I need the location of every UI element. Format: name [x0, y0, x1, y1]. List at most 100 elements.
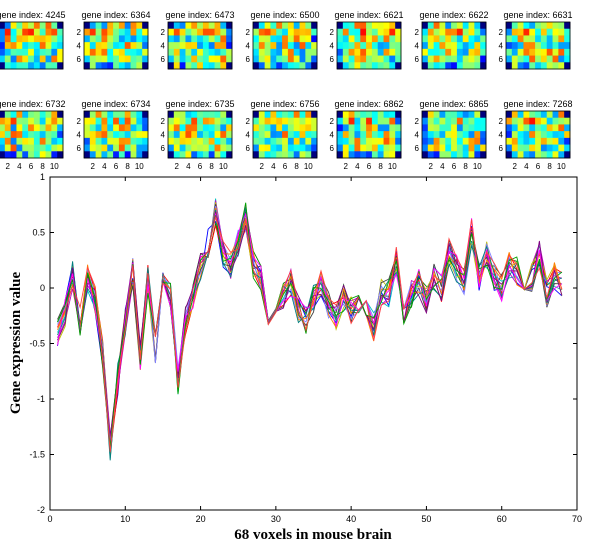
heatmap-cell [456, 28, 464, 36]
heatmap-cell [552, 137, 559, 145]
heatmap-cell [451, 137, 458, 145]
heatmap-cell [226, 42, 233, 50]
heatmap-cell [433, 137, 440, 145]
heatmap-cell [427, 35, 435, 43]
heatmap-cell [389, 111, 396, 119]
heatmap-cell [173, 55, 181, 63]
heatmap-cell [84, 62, 91, 70]
heatmap-cell [529, 42, 536, 50]
heatmap-cell [511, 111, 519, 119]
heatmap-cell [360, 131, 367, 139]
heatmap-cell [287, 144, 295, 152]
heatmap-cell [84, 137, 91, 145]
heatmap-cell [173, 42, 181, 50]
heatmap-cell [10, 42, 17, 50]
heatmap-cell [226, 35, 233, 43]
heatmap-cell [468, 111, 475, 119]
heatmap-cell [39, 131, 46, 139]
heatmap-cell [124, 55, 131, 63]
heatmap-cell [337, 111, 344, 119]
heatmap-cell [220, 131, 227, 139]
heatmap-cell [89, 111, 97, 119]
heatmap-cell [197, 48, 204, 56]
heatmap-xtick: 2 [429, 162, 434, 171]
heatmap-cell [168, 42, 175, 50]
heatmap-cell [95, 42, 102, 50]
heatmap-cell [546, 42, 553, 50]
heatmap-cell [258, 111, 266, 119]
heatmap-ytick: 2 [246, 28, 251, 37]
heatmap-cell [395, 117, 402, 125]
heatmap-cell [208, 111, 215, 119]
heatmap-cell [342, 117, 350, 125]
heatmap-cell [445, 48, 452, 56]
heatmap-cell [95, 117, 102, 125]
heatmap-ytick: 4 [246, 131, 251, 140]
heatmap-xtick: 10 [557, 162, 566, 171]
heatmap-cell [506, 22, 513, 30]
heatmap-cell [433, 55, 440, 63]
heatmap-cell [124, 35, 131, 43]
heatmap-cell [287, 55, 295, 63]
heatmap-cell [456, 48, 464, 56]
heatmap-cell [439, 28, 446, 36]
heatmap-cell [10, 131, 17, 139]
heatmap-cell [456, 151, 464, 159]
heatmap-cell [107, 35, 114, 43]
heatmap-cell [529, 48, 536, 56]
heatmap-cell [552, 35, 559, 43]
heatmap-cell [197, 131, 204, 139]
heatmap-cell [287, 28, 295, 36]
heatmap-cell [564, 62, 571, 70]
heatmap-cell [4, 35, 12, 43]
heatmap-cell [558, 124, 565, 132]
heatmap-cell [299, 62, 306, 70]
heatmap-cell [552, 62, 559, 70]
heatmap-cell [95, 144, 102, 152]
heatmap-cell [179, 111, 186, 119]
heatmap-cell [439, 35, 446, 43]
heatmap-cell [293, 131, 300, 139]
heatmap-cell [474, 35, 481, 43]
heatmap-cell [270, 124, 277, 132]
heatmap-cell [299, 28, 306, 36]
heatmap-cell [468, 28, 475, 36]
heatmap-cell [305, 22, 312, 30]
heatmap-cell [311, 131, 318, 139]
heatmap-cell [468, 42, 475, 50]
heatmap-cell [276, 137, 283, 145]
heatmap-cell [168, 144, 175, 152]
heatmap-cell [305, 48, 312, 56]
heatmap-cell [39, 55, 46, 63]
heatmap-cell [474, 151, 481, 159]
heatmap-frame [167, 21, 233, 70]
heatmap-ytick: 6 [161, 144, 166, 153]
heatmap-ytick: 4 [330, 42, 335, 51]
heatmap-cell [342, 124, 350, 132]
heatmap-cell [197, 62, 204, 70]
heatmap-cell [220, 111, 227, 119]
heatmap-cell [258, 62, 266, 70]
heatmap-cell [354, 111, 361, 119]
heatmap-cell [474, 48, 481, 56]
heatmap-cell [202, 117, 210, 125]
heatmap-cell [462, 22, 469, 30]
heatmap-cell [84, 48, 91, 56]
heatmap-cell [258, 144, 266, 152]
heatmap-cell [33, 124, 41, 132]
heatmap-cell [197, 22, 204, 30]
heatmap-cell [480, 137, 487, 145]
heatmap-cell [354, 55, 361, 63]
heatmap-cell [468, 131, 475, 139]
heatmap-cell [214, 144, 221, 152]
heatmap-cell [433, 35, 440, 43]
heatmap-cell [197, 35, 204, 43]
heatmap-xtick: 8 [40, 162, 45, 171]
heatmap-cell [389, 151, 396, 159]
heatmap-cell [258, 151, 266, 159]
heatmap-cell [4, 131, 12, 139]
heatmap-cell [214, 22, 221, 30]
heatmap-cell [51, 124, 58, 132]
heatmap-cell [16, 48, 23, 56]
